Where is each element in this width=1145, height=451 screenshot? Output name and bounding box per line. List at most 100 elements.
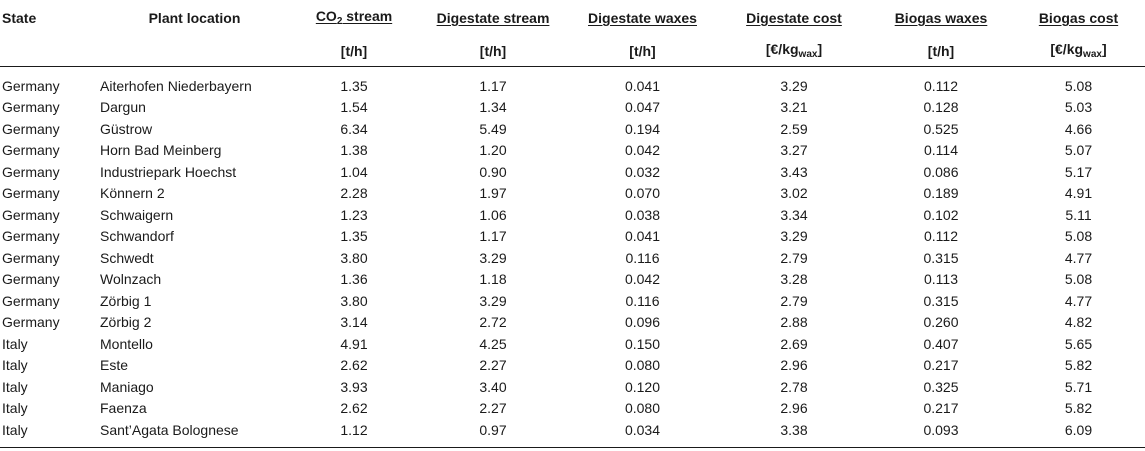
unit-plant-location xyxy=(92,35,289,67)
cell-co2-stream: 1.54 xyxy=(340,99,368,116)
cell-biogas-cost: 5.71 xyxy=(1064,378,1093,395)
cell-digestate-waxes: 0.047 xyxy=(624,99,661,116)
cell-plant-location: Faenza xyxy=(100,400,147,417)
cell-digestate-cost: 2.78 xyxy=(780,378,808,395)
cell-state: Germany xyxy=(2,163,60,180)
cell-co2-stream: 6.34 xyxy=(340,120,368,137)
cell-biogas-waxes: 0.525 xyxy=(923,120,959,137)
cell-co2-stream: 2.62 xyxy=(340,357,368,374)
cell-digestate-cost: 2.88 xyxy=(780,314,808,331)
table-row: Germany Aiterhofen Niederbayern 1.35 1.17 0.… xyxy=(0,67,1145,97)
table-row: Germany Dargun 1.54 1.34 0.047 3.21 0.128 5.03 xyxy=(0,97,1145,119)
cell-biogas-cost: 4.66 xyxy=(1064,120,1093,137)
unit-digestate-stream: [t/h] xyxy=(419,35,567,67)
column-header-plant-location: Plant location xyxy=(148,9,241,26)
cell-state: Germany xyxy=(2,314,60,331)
column-header-biogas-cost: Biogas cost xyxy=(1038,9,1119,26)
cell-co2-stream: 1.04 xyxy=(340,163,368,180)
cell-biogas-waxes: 0.102 xyxy=(923,206,959,223)
cell-co2-stream: 3.93 xyxy=(340,378,368,395)
cell-digestate-stream: 5.49 xyxy=(479,120,507,137)
cell-plant-location: Schwandorf xyxy=(100,228,174,245)
unit-digestate-waxes: [t/h] xyxy=(567,35,718,67)
cell-digestate-stream: 2.27 xyxy=(479,357,507,374)
cell-digestate-cost: 3.29 xyxy=(780,228,808,245)
cell-biogas-cost: 4.82 xyxy=(1064,314,1093,331)
cell-digestate-cost: 2.96 xyxy=(780,357,808,374)
cell-digestate-waxes: 0.080 xyxy=(624,400,661,417)
cell-biogas-cost: 5.08 xyxy=(1064,228,1093,245)
cell-digestate-stream: 1.97 xyxy=(479,185,507,202)
cell-biogas-waxes: 0.260 xyxy=(923,314,959,331)
cell-digestate-waxes: 0.120 xyxy=(624,378,661,395)
cell-digestate-waxes: 0.096 xyxy=(624,314,661,331)
cell-digestate-waxes: 0.042 xyxy=(624,142,661,159)
cell-digestate-waxes: 0.070 xyxy=(624,185,661,202)
cell-biogas-waxes: 0.114 xyxy=(924,142,958,159)
cell-digestate-cost: 2.69 xyxy=(780,335,808,352)
cell-co2-stream: 1.35 xyxy=(340,228,368,245)
cell-biogas-waxes: 0.315 xyxy=(923,292,959,309)
cell-biogas-waxes: 0.128 xyxy=(923,99,959,116)
cell-co2-stream: 1.35 xyxy=(340,77,368,94)
cell-digestate-waxes: 0.041 xyxy=(624,228,661,245)
cell-digestate-stream: 1.17 xyxy=(479,228,507,245)
cell-digestate-cost: 3.28 xyxy=(780,271,808,288)
cell-plant-location: Dargun xyxy=(100,99,146,116)
cell-plant-location: Industriepark Hoechst xyxy=(100,163,237,180)
table-row: Germany Zörbig 1 3.80 3.29 0.116 2.79 0.315 4.7… xyxy=(0,290,1145,312)
cell-state: Germany xyxy=(2,120,60,137)
cell-plant-location: Zörbig 2 xyxy=(100,314,152,331)
unit-biogas-waxes: [t/h] xyxy=(870,35,1012,67)
column-header-biogas-waxes: Biogas waxes xyxy=(894,9,988,26)
cell-digestate-cost: 3.43 xyxy=(780,163,808,180)
cell-state: Germany xyxy=(2,142,60,159)
cell-biogas-waxes: 0.217 xyxy=(923,357,959,374)
cell-digestate-stream: 3.40 xyxy=(479,378,507,395)
cell-state: Germany xyxy=(2,228,60,245)
cell-state: Italy xyxy=(2,400,28,417)
cell-digestate-stream: 0.90 xyxy=(479,163,507,180)
table-row: Italy Sant’Agata Bolognese 1.12 0.97 0.034 3.… xyxy=(0,419,1145,448)
cell-digestate-cost: 3.38 xyxy=(718,419,870,448)
cell-plant-location: Maniago xyxy=(100,378,154,395)
cell-digestate-cost: 2.79 xyxy=(780,249,808,266)
table-row: Italy Faenza 2.62 2.27 0.080 2.96 0.217 5.82 xyxy=(0,398,1145,420)
column-header-state: State xyxy=(2,9,37,26)
cell-digestate-waxes: 0.150 xyxy=(624,335,661,352)
cell-state: Germany xyxy=(2,271,60,288)
cell-plant-location: Zörbig 1 xyxy=(100,292,152,309)
cell-biogas-cost: 5.03 xyxy=(1064,99,1093,116)
cell-biogas-waxes: 0.325 xyxy=(923,378,959,395)
cell-digestate-cost: 3.29 xyxy=(780,77,808,94)
cell-biogas-waxes: 0.315 xyxy=(923,249,959,266)
cell-state: Germany xyxy=(2,77,60,94)
cell-plant-location: Güstrow xyxy=(100,120,153,137)
cell-plant-location: Sant’Agata Bolognese xyxy=(92,419,289,448)
cell-digestate-stream: 3.29 xyxy=(479,249,507,266)
cell-state: Germany xyxy=(2,206,60,223)
table-row: Germany Güstrow 6.34 5.49 0.194 2.59 0.525 4.66 xyxy=(0,118,1145,140)
cell-digestate-waxes: 0.042 xyxy=(624,271,661,288)
cell-digestate-cost: 3.21 xyxy=(780,99,808,116)
cell-biogas-waxes: 0.407 xyxy=(923,335,959,352)
column-header-digestate-waxes: Digestate waxes xyxy=(588,9,697,26)
cell-digestate-waxes: 0.041 xyxy=(624,77,661,94)
unit-state xyxy=(0,35,92,67)
cell-biogas-cost: 5.82 xyxy=(1064,357,1093,374)
cell-co2-stream: 1.38 xyxy=(340,142,368,159)
cell-digestate-stream: 0.97 xyxy=(419,419,567,448)
cell-digestate-stream: 4.25 xyxy=(479,335,507,352)
cell-biogas-waxes: 0.217 xyxy=(923,400,959,417)
table-header: State Plant location CO2 stream Digestat… xyxy=(0,0,1145,67)
cell-digestate-stream: 1.17 xyxy=(479,77,507,94)
cell-biogas-waxes: 0.112 xyxy=(924,228,958,245)
cell-state: Germany xyxy=(2,185,60,202)
cell-plant-location: Este xyxy=(100,357,129,374)
table-row: Italy Este 2.62 2.27 0.080 2.96 0.217 5.82 xyxy=(0,355,1145,377)
cell-digestate-cost: 3.27 xyxy=(780,142,808,159)
cell-plant-location: Horn Bad Meinberg xyxy=(100,142,222,159)
cell-digestate-stream: 1.06 xyxy=(479,206,507,223)
cell-co2-stream: 2.62 xyxy=(340,400,368,417)
